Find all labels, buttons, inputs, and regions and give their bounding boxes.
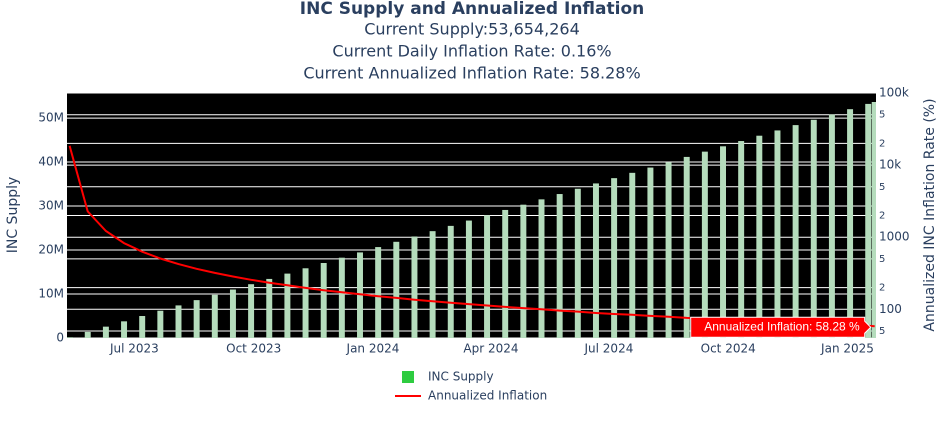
y2-tick-label: 10k [879,158,901,172]
bar [375,247,382,338]
y2-tick-label: 2 [879,283,885,294]
legend-label: INC Supply [428,370,494,384]
y-tick-label: 20M [38,243,64,257]
bar [847,109,854,339]
bar [157,310,164,338]
bar [556,194,563,338]
bar [611,178,618,338]
x-tick-label: Jul 2023 [109,342,159,356]
bar [121,321,128,338]
y2-tick-label: 5 [879,110,885,121]
bar [774,130,781,338]
legend-swatch [402,371,414,383]
y-axis-title: INC Supply [5,177,21,254]
bar [465,220,472,338]
y-tick-label: 0 [56,331,64,345]
y-tick-label: 30M [38,199,64,213]
y2-tick-label: 5 [879,182,885,193]
bar [193,300,200,338]
bar [792,125,799,338]
chart-title: INC Supply and Annualized Inflation [300,0,644,19]
bar [484,215,491,338]
bar [302,268,309,338]
bar [738,141,745,338]
bar [647,167,654,338]
x-tick-label: Jan 2025 [820,342,874,356]
y2-tick-label: 100k [879,86,909,100]
bar [665,162,672,338]
y2-tick-label: 5 [879,254,885,265]
x-tick-label: Jan 2024 [346,342,400,356]
bar [102,326,109,338]
y2-tick-label: 5 [879,326,885,337]
bar [447,225,454,338]
annotation-box [690,316,872,338]
bar [629,172,636,338]
bar [865,103,872,338]
x-tick-label: Apr 2024 [463,342,518,356]
bar [338,257,345,338]
bar [683,156,690,338]
y2-tick-label: 2 [879,138,885,149]
chart-subtitle: Current Daily Inflation Rate: 0.16% [332,42,611,61]
bar [284,273,291,338]
bar [810,119,817,338]
bar [592,183,599,338]
bar [411,236,418,338]
x-tick-label: Jul 2024 [584,342,634,356]
bar [538,199,545,338]
bar [701,151,708,338]
bar [520,204,527,338]
x-tick-label: Oct 2023 [226,342,281,356]
bar [871,101,876,339]
y2-axis-title: Annualized INC Inflation Rate (%) [922,98,938,331]
bar [139,316,146,338]
bar [574,188,581,338]
bar [828,114,835,339]
bar [266,278,273,338]
x-tick-label: Oct 2024 [701,342,756,356]
chart-subtitle: Current Supply:53,654,264 [364,20,580,39]
legend-label: Annualized Inflation [428,389,547,403]
bar [429,231,436,338]
y-tick-label: 50M [38,111,64,125]
bar [720,146,726,338]
bar [67,337,73,338]
bar [229,289,236,338]
y-tick-label: 10M [38,287,64,301]
bar [320,263,327,338]
bar [756,135,763,338]
y2-tick-label: 1000 [879,230,910,244]
bar [248,284,255,338]
bar [175,305,182,338]
annotation-text: Annualized Inflation: 58.28 % [704,319,860,333]
bar [211,294,218,338]
bar [84,331,91,338]
annotation: Annualized Inflation: 58.28 % [690,316,872,338]
y2-tick-label: 100 [879,302,902,316]
y2-tick-label: 2 [879,211,885,222]
y-tick-label: 40M [38,155,64,169]
bar [502,209,509,338]
bar [393,241,400,338]
chart-subtitle: Current Annualized Inflation Rate: 58.28… [303,64,640,83]
